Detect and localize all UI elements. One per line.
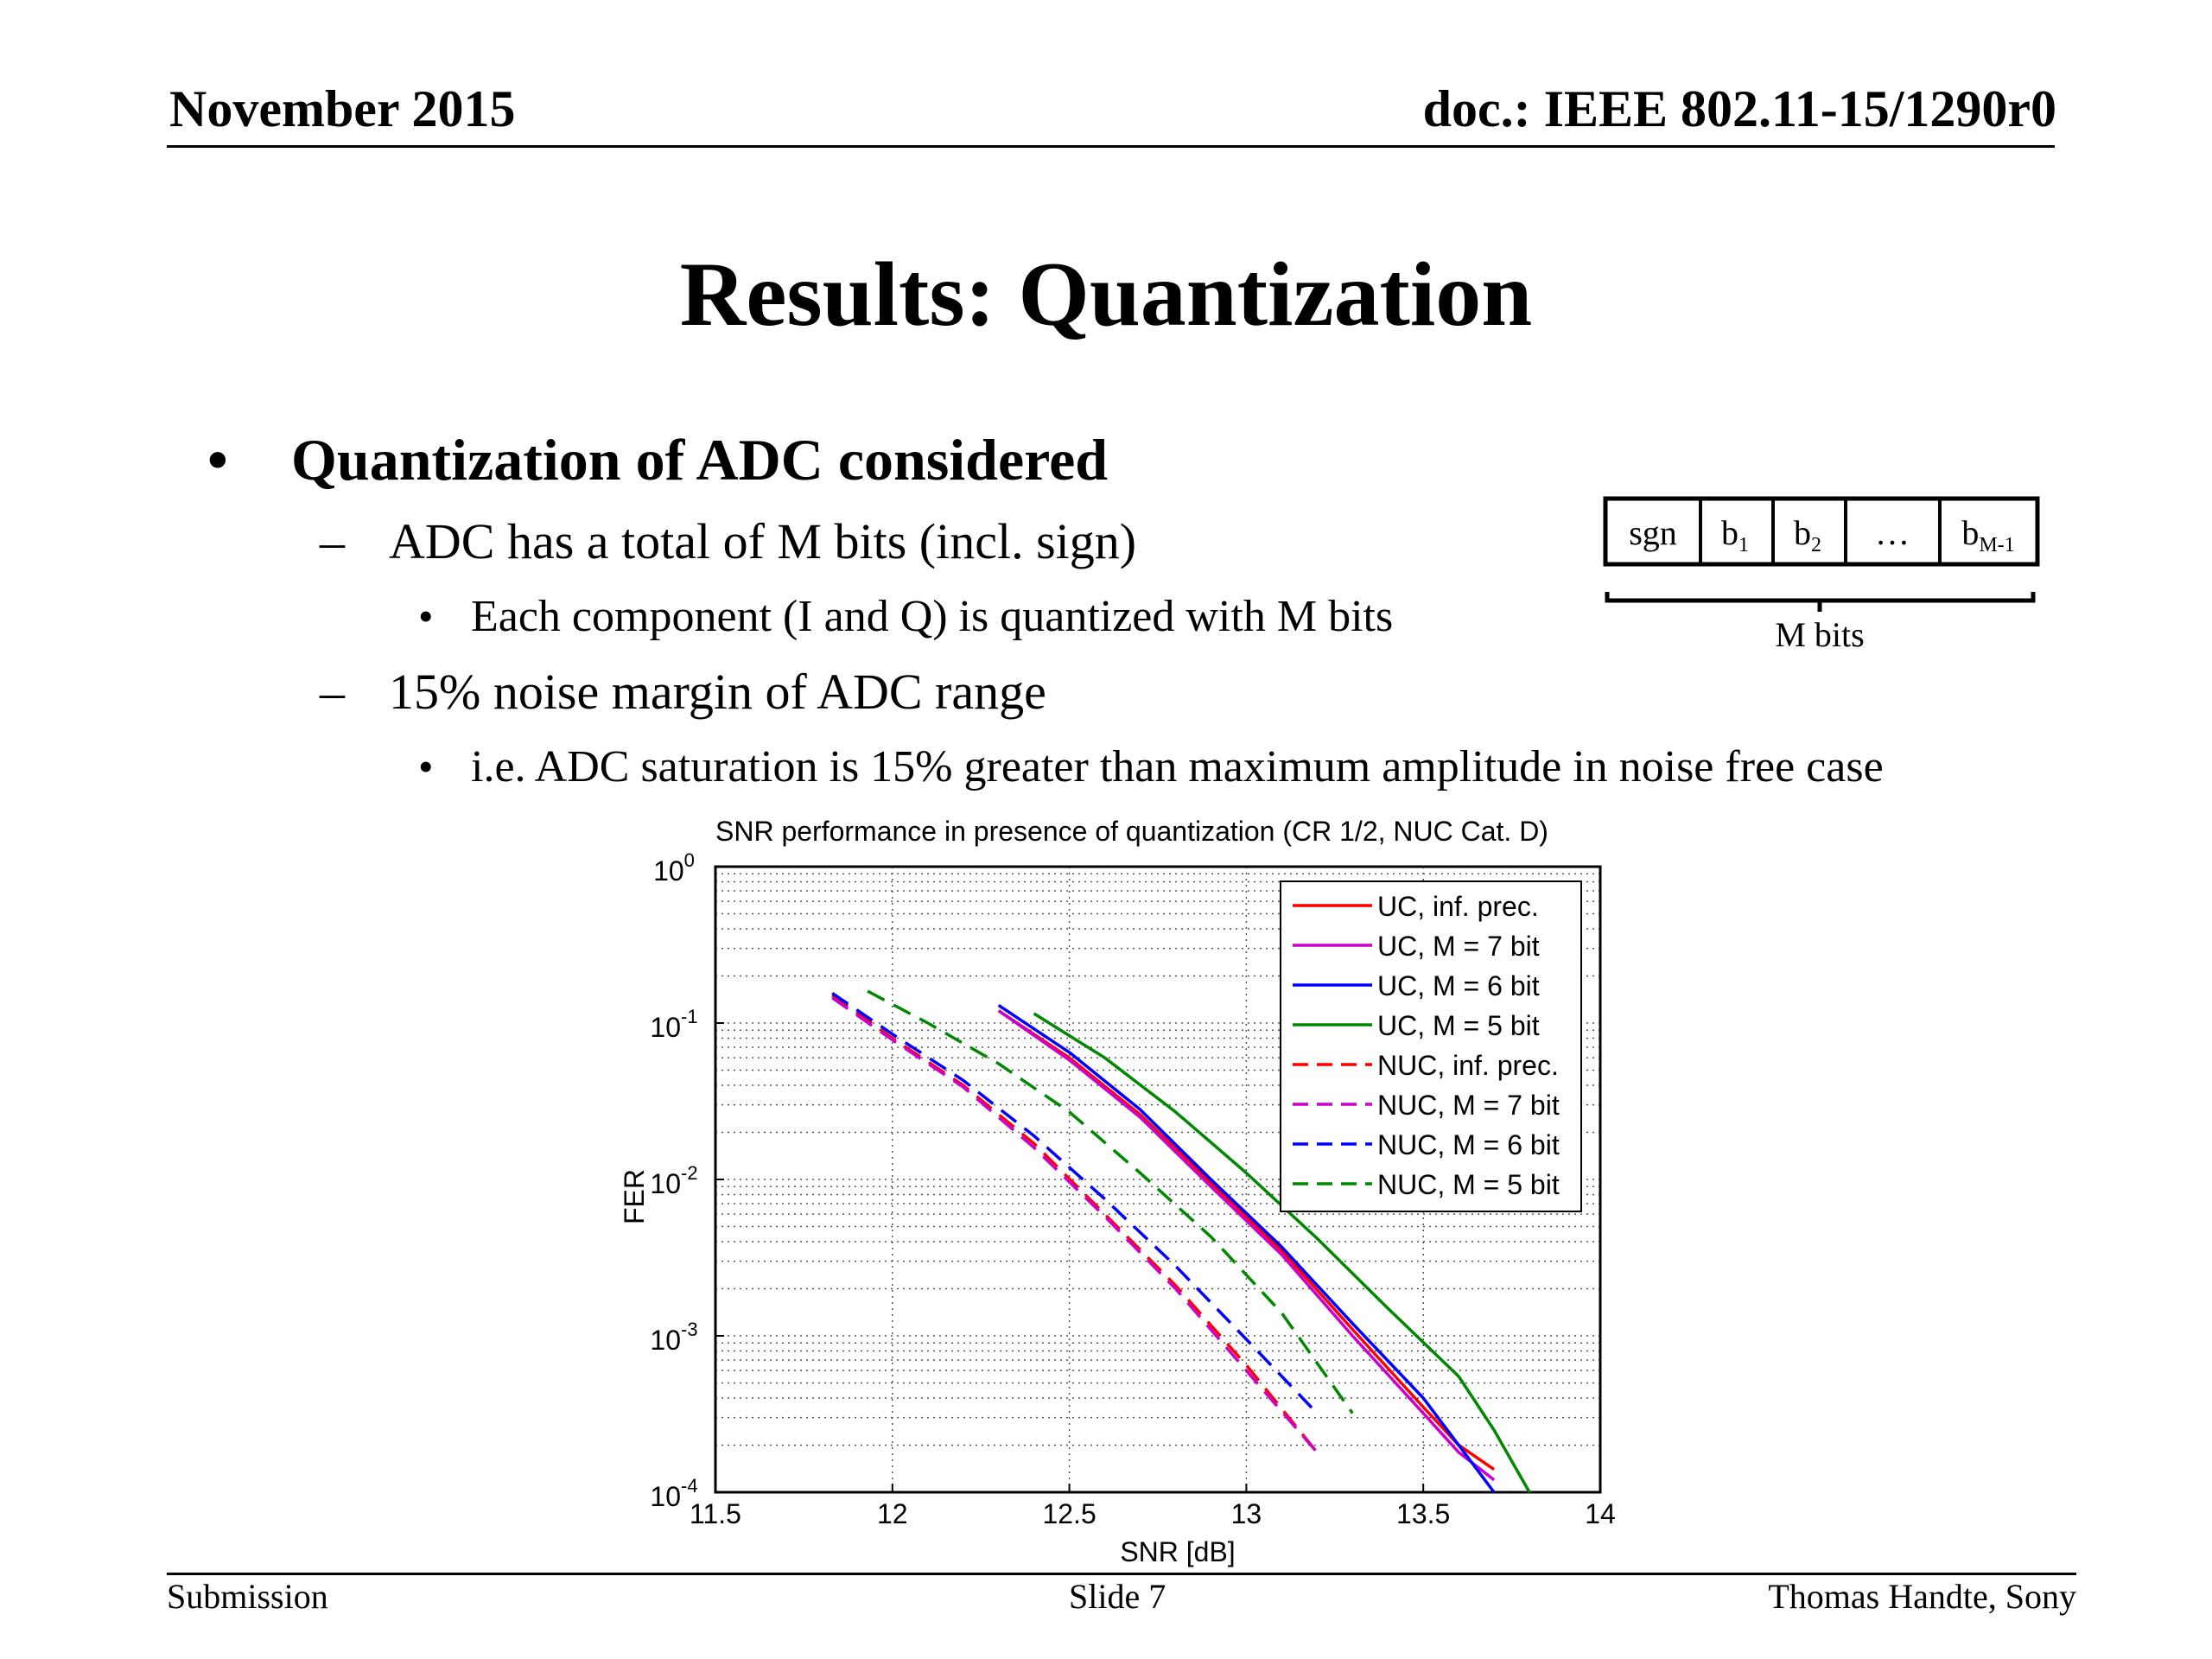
fer-vs-snr-chart: SNR performance in presence of quantizat… [619, 816, 1616, 1567]
y-tick-label: 10-2 [650, 1162, 697, 1199]
bullet-marker: • [418, 592, 434, 640]
bullet-marker: • [207, 427, 228, 493]
chart-title: SNR performance in presence of quantizat… [715, 816, 1548, 847]
y-tick-label: 10-1 [650, 1006, 697, 1043]
series-line [1033, 1012, 1531, 1493]
bit-cell-sign: sgn [1629, 513, 1677, 552]
legend-box [1280, 880, 1582, 1212]
adc-bits-diagram: sgn b1 b2 … bM-1 M bits [1603, 496, 2040, 654]
x-tick-label: 13 [1231, 1498, 1262, 1529]
series-line [867, 989, 1354, 1414]
dash-marker: – [320, 664, 345, 720]
legend-entry: NUC, M = 7 bit [1377, 1090, 1560, 1121]
chart-axes: 11.5 12 12.5 13 13.5 14 100 10-1 10-2 10-3 10-4 [650, 849, 1615, 1529]
footer-author: Thomas Handte, Sony [1768, 1577, 2076, 1616]
series-line [997, 1009, 1496, 1482]
x-tick-label: 12.5 [1042, 1498, 1096, 1529]
slide-title: Results: Quantization [679, 244, 1533, 345]
footer-rule [167, 1573, 2076, 1575]
bit-cell-ellipsis: … [1875, 513, 1910, 552]
legend-entry: NUC, inf. prec. [1377, 1050, 1559, 1081]
bullet-quantization-adc: Quantization of ADC considered [291, 427, 1109, 493]
bit-cell-b1: b1 [1721, 513, 1749, 556]
legend-entry: UC, inf. prec. [1377, 891, 1539, 922]
bit-cell-bm1: bM-1 [1961, 513, 2014, 556]
series-line [997, 1009, 1496, 1471]
bits-caption: M bits [1775, 615, 1864, 654]
footer-slide-number: Slide 7 [1069, 1577, 1166, 1616]
header-doc-id: doc.: IEEE 802.11-15/1290r0 [1422, 80, 2056, 137]
y-tick-label: 10-3 [650, 1319, 697, 1356]
subsubbullet-components: Each component (I and Q) is quantized wi… [471, 592, 1394, 641]
y-axis-label: FER [619, 1169, 650, 1224]
x-axis-label: SNR [dB] [1120, 1536, 1235, 1567]
x-tick-label: 13.5 [1396, 1498, 1450, 1529]
dash-marker: – [320, 513, 345, 569]
bullet-marker: • [418, 742, 434, 791]
header-date: November 2015 [169, 80, 516, 137]
chart-legend: UC, inf. prec. UC, M = 7 bit UC, M = 6 bit… [1280, 880, 1582, 1212]
bits-register-box [1603, 496, 2040, 567]
series-line [831, 996, 1319, 1453]
subbullet-adc-bits: ADC has a total of M bits (incl. sign) [389, 513, 1137, 569]
y-tick-label: 10-4 [650, 1475, 697, 1512]
legend-entry: UC, M = 5 bit [1377, 1010, 1540, 1041]
series-line [997, 1003, 1496, 1494]
legend-entry: NUC, M = 6 bit [1377, 1129, 1560, 1160]
subbullet-noise-margin: 15% noise margin of ADC range [389, 664, 1046, 720]
legend-entry: UC, M = 7 bit [1377, 931, 1540, 962]
subsubbullet-saturation: i.e. ADC saturation is 15% greater than … [471, 742, 1884, 791]
x-tick-label: 12 [877, 1498, 908, 1529]
legend-entry: NUC, M = 5 bit [1377, 1169, 1560, 1200]
bit-cell-b2: b2 [1794, 513, 1821, 556]
y-tick-label: 100 [653, 849, 695, 887]
legend-entry: UC, M = 6 bit [1377, 970, 1540, 1001]
series-line [831, 994, 1319, 1453]
x-tick-label: 14 [1585, 1498, 1616, 1529]
bits-brace [1605, 592, 2036, 603]
series-line [831, 992, 1319, 1414]
chart-series [831, 989, 1531, 1494]
footer-submission: Submission [167, 1577, 328, 1616]
x-tick-label: 11.5 [690, 1498, 741, 1529]
header-rule [167, 145, 2055, 148]
